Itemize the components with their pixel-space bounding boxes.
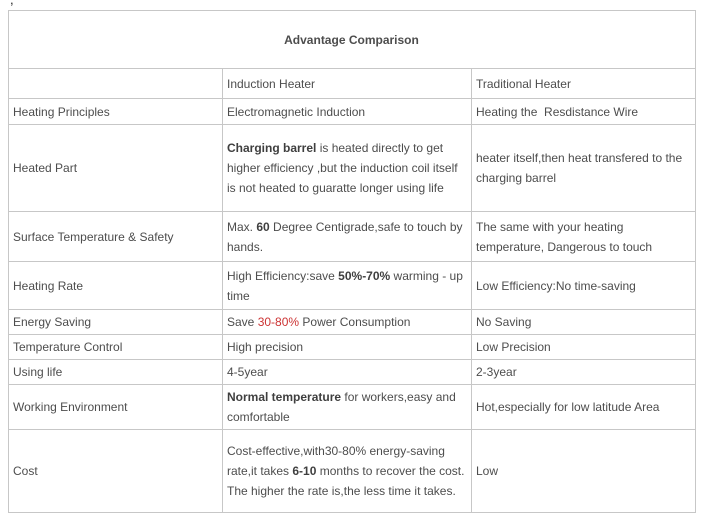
table-row: Cost Cost-effective,with30-80% energy-sav… — [8, 429, 696, 513]
table-row: Surface Temperature & Safety Max. 60 Degr… — [8, 211, 696, 262]
header-row: Induction Heater Traditional Heater — [8, 68, 696, 99]
table-row: Temperature Control High precision Low Pre… — [8, 334, 696, 360]
induction-value-cell: High precision — [222, 334, 472, 360]
text-segment: Hot,especially for low latitude Area — [476, 400, 660, 414]
induction-value-cell: Normal temperature for workers,easy and … — [222, 384, 472, 430]
row-label-cell: Heating Principles — [8, 98, 223, 125]
induction-value-cell: High Efficiency:save 50%-70% warming - u… — [222, 261, 472, 310]
table-row: Heating Principles Electromagnetic Induct… — [8, 98, 696, 125]
traditional-value-cell: Low Efficiency:No time-saving — [471, 261, 696, 310]
table-row: Energy Saving Save 30-80% Power Consumpti… — [8, 309, 696, 335]
traditional-value-cell: The same with your heating temperature, … — [471, 211, 696, 262]
text-segment: is heated directly to get higher efficie… — [227, 141, 461, 195]
row-label-cell: Working Environment — [8, 384, 223, 430]
traditional-value-cell: Low Precision — [471, 334, 696, 360]
text-segment: 2-3year — [476, 365, 517, 379]
row-label-cell: Heated Part — [8, 124, 223, 212]
text-segment: 6-10 — [292, 464, 317, 478]
text-segment: Cost-effective,with30-80% energy-saving … — [227, 444, 449, 478]
header-cell-induction-heater: Induction Heater — [222, 68, 472, 99]
text-segment: Electromagnetic Induction — [227, 104, 366, 119]
text-segment: heater itself,then heat transfered to th… — [476, 151, 686, 185]
text-segment: Low Efficiency:No time-saving — [476, 278, 636, 293]
text-segment: 4-5year — [227, 365, 268, 379]
text-segment: Normal temperature — [227, 390, 342, 404]
text-segment: Save — [227, 315, 258, 329]
row-label-cell: Cost — [8, 429, 223, 513]
traditional-value-cell: Heating the Resdistance Wire — [471, 98, 696, 125]
traditional-value-cell: Low — [471, 429, 696, 513]
table-body: Heating Principles Electromagnetic Induct… — [8, 98, 696, 513]
induction-value-cell: Max. 60 Degree Centigrade,safe to touch … — [222, 211, 472, 262]
text-segment: 30-80% — [257, 315, 300, 329]
induction-value-cell: Cost-effective,with30-80% energy-saving … — [222, 429, 472, 513]
text-segment: Low Precision — [476, 340, 551, 354]
text-segment: 60 — [256, 219, 270, 234]
text-segment: Charging barrel — [227, 141, 317, 155]
title-row: Advantage Comparison — [8, 10, 696, 69]
row-label-cell: Heating Rate — [8, 261, 223, 310]
advantage-comparison-table: Advantage Comparison Induction Heater Tr… — [8, 10, 696, 513]
stray-mark: , — [10, 0, 14, 7]
text-segment: The same with your heating temperature, … — [476, 219, 653, 254]
text-segment: months to recover the cost. The higher t… — [227, 464, 468, 498]
traditional-value-cell: Hot,especially for low latitude Area — [471, 384, 696, 430]
text-segment: High precision — [227, 340, 304, 354]
induction-value-cell: Save 30-80% Power Consumption — [222, 309, 472, 335]
traditional-value-cell: heater itself,then heat transfered to th… — [471, 124, 696, 212]
row-label-cell: Surface Temperature & Safety — [8, 211, 223, 262]
table-row: Working Environment Normal temperature fo… — [8, 384, 696, 430]
table-row: Using life 4-5year 2-3year — [8, 359, 696, 385]
text-segment: Power Consumption — [299, 315, 411, 329]
text-segment: High Efficiency:save — [227, 268, 339, 283]
header-cell-empty — [8, 68, 223, 99]
table-row: Heated Part Charging barrel is heated dir… — [8, 124, 696, 212]
text-segment: Heating the Resdistance Wire — [476, 104, 639, 119]
text-segment: Max. — [227, 219, 257, 234]
header-cell-traditional-heater: Traditional Heater — [471, 68, 696, 99]
table-row: Heating Rate High Efficiency:save 50%-70%… — [8, 261, 696, 310]
row-label-cell: Energy Saving — [8, 309, 223, 335]
text-segment: 50%-70% — [338, 268, 391, 283]
text-segment: for workers,easy and comfortable — [227, 390, 460, 424]
text-segment: Degree Centigrade,safe to touch by hands… — [227, 219, 466, 254]
traditional-value-cell: No Saving — [471, 309, 696, 335]
traditional-value-cell: 2-3year — [471, 359, 696, 385]
text-segment: warming - up time — [227, 268, 467, 303]
table-title: Advantage Comparison — [8, 10, 696, 69]
text-segment: No Saving — [476, 315, 532, 329]
text-segment: Low — [476, 464, 499, 478]
induction-value-cell: 4-5year — [222, 359, 472, 385]
row-label-cell: Using life — [8, 359, 223, 385]
induction-value-cell: Electromagnetic Induction — [222, 98, 472, 125]
induction-value-cell: Charging barrel is heated directly to ge… — [222, 124, 472, 212]
row-label-cell: Temperature Control — [8, 334, 223, 360]
